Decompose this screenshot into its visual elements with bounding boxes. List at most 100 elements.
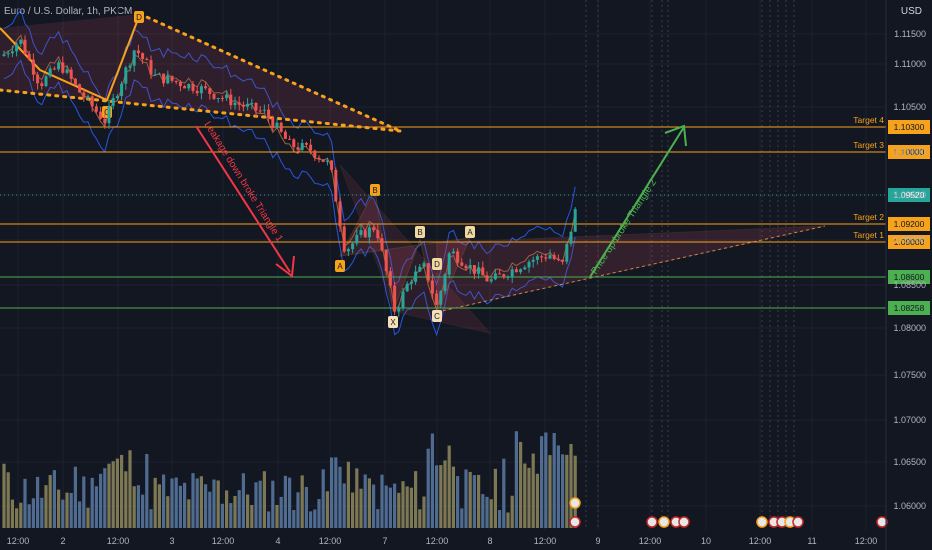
- candle-body: [498, 273, 502, 275]
- volume-bar: [535, 473, 539, 528]
- candle-body: [220, 97, 224, 99]
- volume-bar: [506, 512, 510, 528]
- volume-bar: [523, 463, 527, 528]
- volume-bar: [225, 490, 229, 528]
- volume-bar: [296, 492, 300, 528]
- volume-bar: [271, 480, 275, 528]
- volume-bar: [132, 486, 136, 528]
- volume-bar: [351, 492, 355, 528]
- volume-bar: [124, 471, 128, 528]
- candle-body: [61, 62, 65, 73]
- candle-body: [397, 307, 401, 312]
- candle-body: [69, 69, 73, 79]
- axes: 1.11500 1.11000 1.10500 1.10000 1.09500 1.090…: [7, 0, 926, 550]
- volume-bar: [443, 460, 447, 528]
- candle-body: [535, 256, 539, 260]
- volume-bar: [342, 483, 346, 528]
- candle-body: [506, 276, 510, 278]
- volume-bar: [502, 458, 506, 528]
- pattern-point-marker: [432, 310, 442, 322]
- volume-bar: [19, 502, 23, 528]
- x-tick-label: 10: [701, 536, 711, 546]
- candle-body: [510, 269, 514, 277]
- candle-body: [212, 93, 216, 99]
- candle-body: [346, 249, 350, 252]
- volume-bar: [561, 454, 565, 528]
- volume-bar: [565, 454, 569, 528]
- candle-body: [489, 279, 493, 282]
- x-tick-label: 12:00: [534, 536, 557, 546]
- candle-body: [367, 227, 371, 238]
- x-tick-label: 12:00: [7, 536, 30, 546]
- volume-bar: [279, 496, 283, 528]
- candle-body: [565, 243, 569, 262]
- candle-body: [296, 147, 300, 150]
- volume-bar: [414, 471, 418, 528]
- candle-body: [279, 122, 283, 132]
- volume-bar: [6, 472, 10, 528]
- volume-bar: [548, 455, 552, 528]
- volume-bar: [195, 478, 199, 528]
- volume-bar: [338, 466, 342, 528]
- volume-bar: [258, 480, 262, 528]
- volume-bar: [422, 496, 426, 528]
- volume-bar: [86, 507, 90, 528]
- candle-body: [124, 67, 128, 84]
- volume-bar: [166, 496, 170, 528]
- volume-bar: [15, 508, 19, 528]
- candle-body: [262, 109, 266, 111]
- candle-body: [166, 75, 170, 84]
- pattern-point-marker: [465, 226, 475, 238]
- volume-bar: [283, 475, 287, 528]
- price-level-tag: [888, 120, 930, 134]
- volume-bar: [447, 445, 451, 528]
- event-flag-icon: [569, 516, 581, 528]
- candle-body: [145, 58, 149, 61]
- volume-bar: [325, 491, 329, 528]
- candle-body: [86, 96, 90, 98]
- candle-body: [78, 84, 82, 93]
- volume-bar: [120, 454, 124, 528]
- volume-bar: [99, 473, 103, 528]
- candle-body: [376, 230, 380, 239]
- candle-body: [229, 94, 233, 106]
- volume-bar: [435, 465, 439, 528]
- volume-bar: [73, 466, 77, 528]
- candle-body: [216, 97, 220, 99]
- price-level-tag: [888, 217, 930, 231]
- volume-bar: [573, 455, 577, 528]
- candle-body: [44, 76, 48, 87]
- candle-body: [250, 102, 254, 104]
- candle-body: [300, 142, 304, 150]
- triangle-1-lower: [0, 88, 402, 133]
- price-level-tag: [888, 235, 930, 249]
- volume-bar: [510, 495, 514, 528]
- candle-body: [292, 139, 296, 148]
- candle-body: [309, 144, 313, 151]
- y-tick-label: 1.06000: [893, 501, 926, 511]
- candle-body: [2, 54, 6, 56]
- candle-body: [321, 159, 325, 162]
- current-price-value: 1.09520: [894, 190, 925, 200]
- candle-body: [132, 50, 136, 66]
- pattern-point-label: C: [434, 312, 440, 321]
- zigzag-cd: [0, 13, 141, 102]
- candle-body: [472, 264, 476, 274]
- candle-body: [405, 283, 409, 292]
- price-level-label: Target 3: [853, 140, 884, 150]
- volume-bar: [191, 473, 195, 528]
- candle-body: [36, 74, 40, 84]
- volume-bar: [267, 511, 271, 528]
- volume-bar: [292, 510, 296, 528]
- price-levels: Target 4 1.10300 Target 3 1.10000 Target 2 1.…: [0, 115, 930, 315]
- candle-body: [527, 261, 531, 268]
- volume-bar: [275, 504, 279, 528]
- candle-body: [468, 264, 472, 269]
- volume-bar: [178, 485, 182, 528]
- pattern-point-label: B: [417, 228, 422, 237]
- volume-bar: [527, 467, 531, 528]
- candle-body: [409, 281, 413, 284]
- volume-bar: [52, 470, 56, 528]
- candle-body: [485, 275, 489, 282]
